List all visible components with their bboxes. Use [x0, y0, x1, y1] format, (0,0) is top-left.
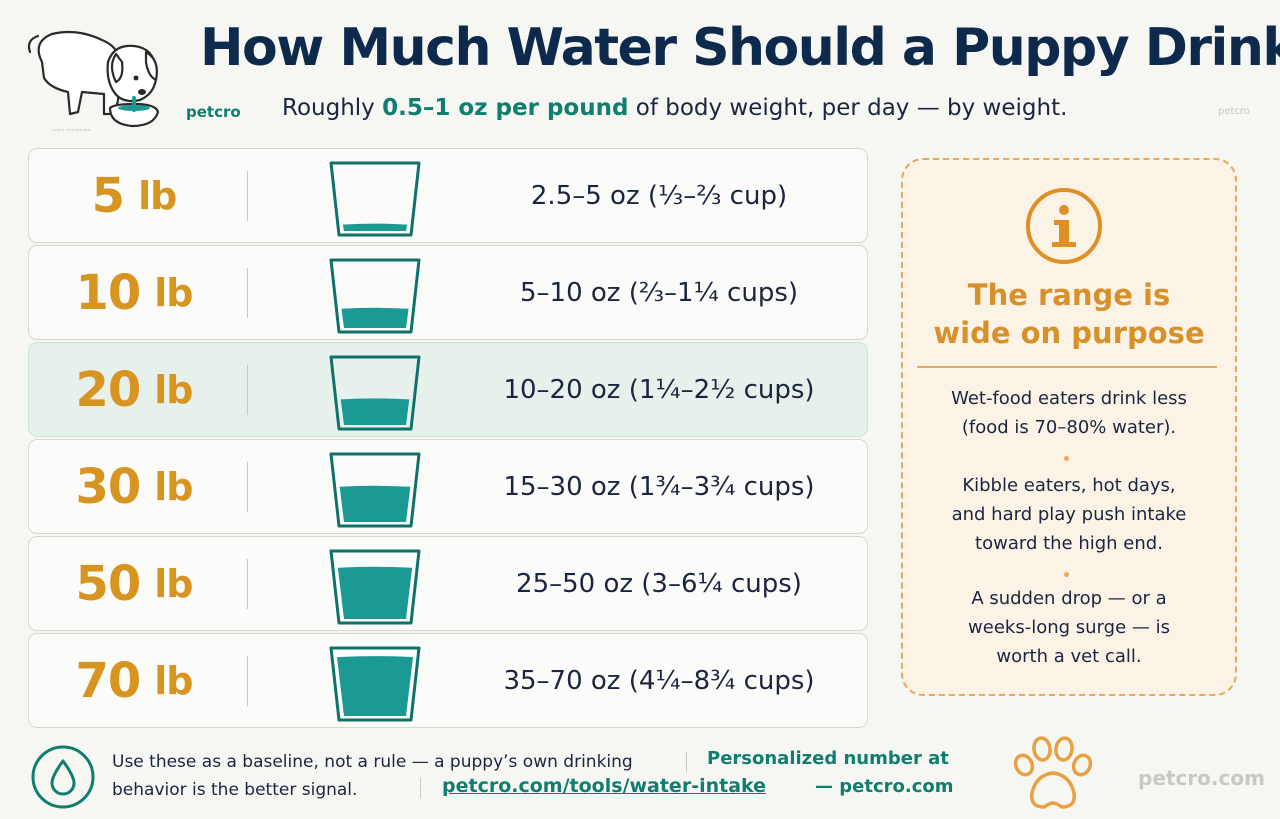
weight-label: 20 lb — [29, 343, 239, 436]
subtitle-post: of body weight, per day — by weight. — [628, 95, 1068, 121]
row-divider — [247, 171, 248, 221]
row-30lb: 30 lb 15–30 oz (1¾–3¾ cups) — [28, 439, 868, 534]
glass-outline — [329, 549, 421, 625]
subtitle-pre: Roughly — [282, 95, 383, 121]
row-divider — [247, 365, 248, 415]
row-divider — [247, 268, 248, 318]
water-glass-icon — [329, 646, 421, 722]
row-20lb: 20 lb 10–20 oz (1¼–2½ cups) — [28, 342, 868, 437]
row-divider — [247, 462, 248, 512]
info-icon — [1026, 188, 1102, 264]
row-divider — [247, 559, 248, 609]
row-70lb: 70 lb 35–70 oz (4¼–8¾ cups) — [28, 633, 868, 728]
info-line: and hard play push intake — [951, 504, 1187, 525]
water-level — [339, 485, 411, 522]
weight-value: 20 — [75, 361, 141, 418]
footer-site-label: — petcro.com — [815, 776, 954, 797]
info-divider — [917, 366, 1217, 368]
weight-value: 50 — [75, 555, 141, 612]
glass-outline — [329, 646, 421, 722]
row-5lb: 5 lb 2.5–5 oz (⅓–⅔ cup) — [28, 148, 868, 243]
info-paragraph-wet-food: Wet-food eaters drink less (food is 70–8… — [903, 384, 1235, 442]
weight-value: 10 — [75, 264, 141, 321]
page-title: How Much Water Should a Puppy Drink? — [200, 18, 1280, 78]
weight-unit: lb — [154, 658, 193, 703]
info-line: (food is 70–80% water). — [961, 417, 1177, 438]
weight-label: 30 lb — [29, 440, 239, 533]
weight-label: 10 lb — [29, 246, 239, 339]
info-line: toward the high end. — [975, 533, 1163, 554]
puppy-drinking-illustration: ~~~ ~~~~~~ — [27, 30, 160, 134]
weight-table: 5 lb 2.5–5 oz (⅓–⅔ cup) 10 lb 5–10 oz (⅔–1… — [28, 148, 868, 730]
weight-unit: lb — [154, 367, 193, 412]
water-amount: 35–70 oz (4¼–8¾ cups) — [503, 665, 815, 696]
info-line: worth a vet call. — [996, 646, 1142, 667]
water-glass-icon — [329, 452, 421, 528]
water-amount: 2.5–5 oz (⅓–⅔ cup) — [530, 180, 788, 211]
footer-note-line: behavior is the better signal. — [112, 780, 358, 800]
footer-note: Use these as a baseline, not a rule — a … — [112, 748, 672, 804]
footer-divider — [420, 778, 421, 798]
water-amount: 5–10 oz (⅔–1¼ cups) — [519, 277, 799, 308]
weight-unit: lb — [154, 464, 193, 509]
glass-outline — [329, 258, 421, 334]
info-line: A sudden drop — or a — [971, 588, 1167, 609]
water-drop-icon — [31, 745, 95, 809]
info-title-line: The range is — [967, 278, 1171, 312]
footer-brand: petcro.com — [1138, 766, 1265, 790]
info-paragraph-vet: A sudden drop — or a weeks-long surge — … — [903, 584, 1235, 671]
water-level — [337, 566, 413, 619]
row-50lb: 50 lb 25–50 oz (3–6¼ cups) — [28, 536, 868, 631]
water-glass-icon — [329, 355, 421, 431]
water-level — [341, 307, 409, 328]
weight-label: 50 lb — [29, 537, 239, 630]
water-level — [342, 223, 408, 231]
weight-unit: lb — [138, 173, 177, 218]
brand-label: petcro — [186, 103, 241, 121]
weight-value: 30 — [75, 458, 141, 515]
weight-label: 70 lb — [29, 634, 239, 727]
water-intake-tool-link[interactable]: petcro.com/tools/water-intake — [442, 775, 767, 797]
water-glass-icon — [329, 549, 421, 625]
water-level — [340, 398, 410, 425]
footer-personalized-label: Personalized number at — [707, 748, 949, 769]
info-paragraph-kibble: Kibble eaters, hot days, and hard play p… — [903, 471, 1235, 558]
bullet-dot — [1064, 456, 1069, 461]
weight-value: 5 — [91, 167, 125, 224]
footer-divider — [686, 752, 687, 772]
info-line: weeks-long surge — is — [968, 617, 1170, 638]
svg-text:~~~ ~~~~~~: ~~~ ~~~~~~ — [52, 128, 91, 134]
glass-outline — [329, 161, 421, 237]
info-title: The range is wide on purpose — [903, 276, 1235, 352]
water-glass-icon — [329, 161, 421, 237]
water-amount: 15–30 oz (1¾–3¾ cups) — [503, 471, 815, 502]
water-amount: 25–50 oz (3–6¼ cups) — [516, 568, 802, 599]
glass-outline — [329, 355, 421, 431]
water-glass-icon — [329, 258, 421, 334]
row-10lb: 10 lb 5–10 oz (⅔–1¼ cups) — [28, 245, 868, 340]
subtitle-highlight: 0.5–1 oz per pound — [382, 95, 629, 121]
weight-value: 70 — [75, 652, 141, 709]
weight-unit: lb — [154, 270, 193, 315]
bullet-dot — [1064, 572, 1069, 577]
info-line: Kibble eaters, hot days, — [962, 475, 1176, 496]
info-title-line: wide on purpose — [933, 316, 1205, 350]
glass-outline — [329, 452, 421, 528]
footer-note-line: Use these as a baseline, not a rule — a … — [112, 752, 633, 772]
water-level — [337, 656, 413, 716]
paw-print-icon — [1013, 736, 1093, 809]
water-amount: 10–20 oz (1¼–2½ cups) — [503, 374, 815, 405]
weight-label: 5 lb — [29, 149, 239, 242]
page-subtitle: Roughly 0.5–1 oz per pound of body weigh… — [282, 95, 1067, 121]
info-line: Wet-food eaters drink less — [951, 388, 1187, 409]
info-card: The range is wide on purpose Wet-food ea… — [901, 158, 1237, 696]
watermark: petcro — [1218, 106, 1250, 117]
weight-unit: lb — [154, 561, 193, 606]
row-divider — [247, 656, 248, 706]
